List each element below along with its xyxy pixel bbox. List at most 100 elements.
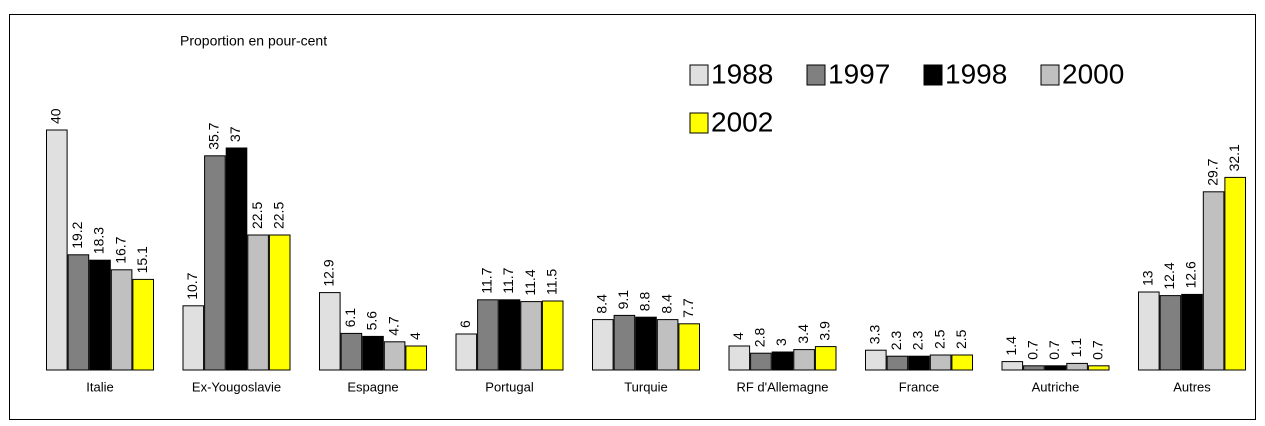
bar [1224, 176, 1247, 371]
x-tick-label: Portugal [485, 379, 534, 394]
legend-label: 1997 [828, 58, 890, 89]
data-label: 11.7 [500, 267, 516, 293]
data-label: 4 [730, 332, 746, 340]
bar [1202, 191, 1225, 371]
bar [67, 254, 90, 371]
data-label: 2.8 [752, 328, 768, 348]
bar [656, 319, 679, 371]
data-label: 2.3 [888, 331, 904, 351]
bar [1087, 365, 1110, 371]
bar [182, 305, 205, 371]
data-label: 7.7 [680, 298, 696, 318]
bar [929, 354, 952, 371]
bar [750, 352, 772, 371]
data-label: 1.4 [1003, 336, 1019, 356]
bar [498, 299, 521, 371]
data-label: 22.5 [249, 202, 265, 229]
bar [541, 300, 564, 371]
legend-swatch [923, 64, 943, 86]
bar [1066, 362, 1088, 371]
data-label: 4 [407, 332, 423, 340]
bar [225, 147, 248, 371]
x-tick-label: Ex-Yougoslavie [192, 379, 281, 394]
bar [477, 299, 499, 371]
data-label: 11.7 [479, 267, 495, 293]
data-label: 5.6 [364, 311, 380, 331]
data-label: 6.1 [342, 308, 358, 328]
data-label: 2.5 [953, 329, 969, 349]
bar [728, 345, 751, 371]
bar [1044, 365, 1067, 371]
bar [865, 349, 887, 371]
bar [635, 316, 657, 371]
bar [951, 354, 974, 371]
data-label: 2.3 [910, 331, 926, 351]
bar [268, 234, 291, 371]
x-tick-label: Turquie [624, 379, 668, 394]
x-tick-label: Autriche [1032, 379, 1080, 394]
data-label: 0.7 [1025, 340, 1041, 360]
legend-swatch [806, 64, 826, 86]
bar [1138, 291, 1160, 371]
legend-swatch [689, 64, 709, 86]
bar [46, 129, 68, 371]
data-label: 4.7 [385, 316, 401, 336]
legend-label: 1988 [711, 58, 773, 89]
legend-label: 2000 [1062, 58, 1124, 89]
data-label: 3.3 [867, 325, 883, 345]
data-label: 10.7 [184, 272, 200, 299]
bar [613, 314, 636, 371]
data-label: 19.2 [69, 221, 85, 248]
data-label: 3 [773, 338, 789, 346]
data-label: 8.8 [637, 292, 653, 312]
bar [520, 301, 542, 371]
data-label: 0.7 [1089, 340, 1105, 360]
x-tick-label: France [899, 379, 939, 394]
data-label: 16.7 [112, 236, 128, 263]
data-label: 13 [1140, 270, 1156, 286]
bar [405, 345, 427, 371]
data-label: 40 [48, 108, 64, 124]
data-label: 32.1 [1226, 144, 1242, 171]
legend-swatch [1040, 64, 1060, 86]
bar [110, 269, 133, 371]
bar [204, 155, 226, 371]
data-label: 6 [457, 320, 473, 328]
legend-label: 1998 [945, 58, 1007, 89]
data-label: 9.1 [615, 290, 631, 310]
data-label: 1.1 [1068, 338, 1084, 358]
bar [678, 323, 701, 371]
chart-frame [9, 14, 1256, 420]
bar [89, 259, 111, 371]
data-label: 3.9 [816, 321, 832, 341]
data-label: 8.4 [658, 294, 674, 314]
data-label: 35.7 [206, 122, 222, 149]
legend-label: 2002 [711, 106, 773, 137]
x-tick-label: Italie [86, 379, 113, 394]
data-label: 3.4 [795, 324, 811, 344]
bar [771, 351, 794, 371]
bar [1023, 365, 1045, 371]
x-tick-label: RF d'Allemagne [736, 379, 828, 394]
bar [247, 234, 269, 371]
chart-subtitle: Proportion en pour-cent [180, 33, 327, 49]
data-label: 12.9 [321, 259, 337, 286]
data-label: 29.7 [1204, 158, 1220, 185]
x-tick-label: Autres [1173, 379, 1211, 394]
bar [362, 335, 384, 371]
data-label: 11.4 [522, 269, 538, 295]
data-label: 11.5 [543, 269, 559, 295]
data-label: 0.7 [1046, 340, 1062, 360]
data-label: 18.3 [91, 227, 107, 254]
bar [319, 292, 341, 371]
data-label: 8.4 [594, 294, 610, 314]
legend-swatch [689, 112, 709, 134]
data-label: 22.5 [270, 202, 286, 229]
bar [132, 278, 154, 371]
bar [592, 319, 614, 371]
data-label: 37 [227, 126, 243, 142]
bar [340, 332, 363, 371]
bar [1001, 361, 1024, 371]
bar [814, 346, 837, 371]
